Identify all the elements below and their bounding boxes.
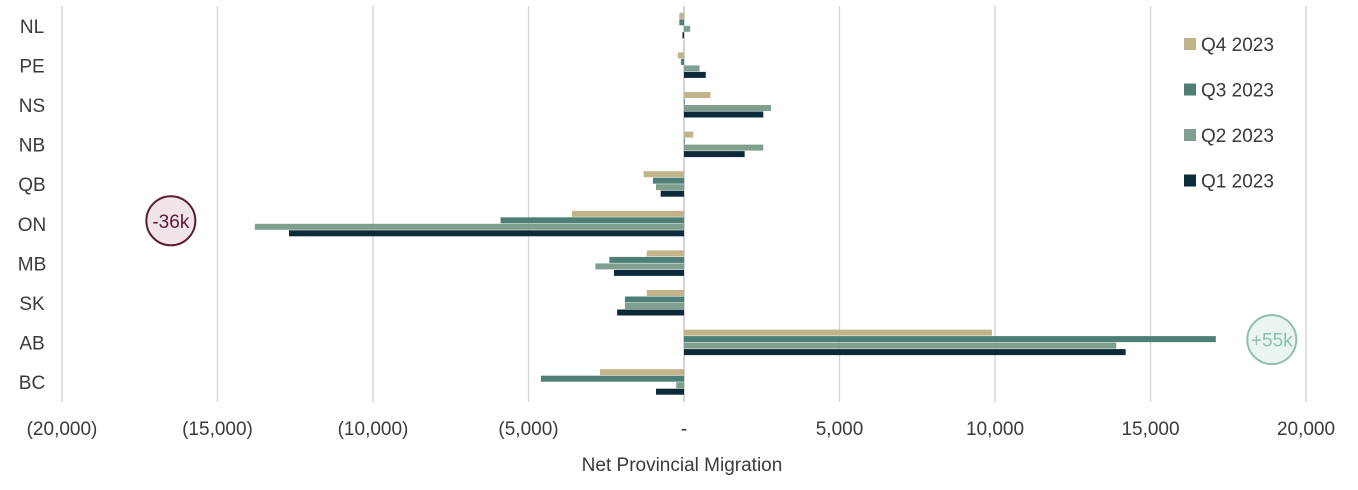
category-label-pe: PE — [19, 56, 44, 77]
bar-nl-q1-2023 — [682, 32, 684, 39]
legend-label-q4-2023: Q4 2023 — [1201, 35, 1274, 56]
bar-ns-q3-2023 — [684, 98, 685, 105]
category-label-on: ON — [18, 215, 47, 236]
bar-mb-q1-2023 — [614, 269, 684, 276]
bar-nb-q1-2023 — [684, 151, 745, 158]
bar-on-q3-2023 — [500, 217, 684, 224]
bar-nl-q3-2023 — [679, 19, 684, 26]
bar-pe-q2-2023 — [684, 65, 700, 72]
bar-sk-q1-2023 — [617, 309, 684, 316]
x-tick-label-15-000: 15,000 — [1121, 419, 1179, 440]
annotation-bubble-ab — [1246, 314, 1298, 366]
category-label-ns: NS — [19, 96, 45, 117]
annotation-label-ab: +55k — [1251, 331, 1293, 352]
bar-ab-q4-2023 — [684, 329, 992, 336]
bar-qb-q4-2023 — [643, 171, 684, 178]
category-label-nl: NL — [20, 17, 44, 38]
bar-qb-q2-2023 — [656, 184, 684, 191]
bar-sk-q3-2023 — [624, 296, 684, 303]
x-tick-label-15-000: (15,000) — [182, 419, 253, 440]
legend-swatch-q4-2023 — [1184, 38, 1196, 50]
bar-mb-q4-2023 — [646, 250, 684, 257]
annotation-bubble-on — [145, 195, 197, 247]
legend-swatch-q3-2023 — [1184, 83, 1196, 96]
x-tick-label-: - — [681, 419, 687, 440]
category-label-sk: SK — [19, 294, 45, 315]
bar-on-q1-2023 — [289, 230, 684, 237]
bar-nb-q2-2023 — [684, 144, 764, 151]
bar-ab-q3-2023 — [684, 336, 1216, 343]
x-tick-label-20-000: (20,000) — [27, 419, 98, 440]
x-tick-label-10-000: (10,000) — [338, 419, 409, 440]
bar-bc-q1-2023 — [656, 388, 684, 395]
category-label-ab: AB — [19, 334, 44, 355]
bar-on-q2-2023 — [254, 223, 684, 230]
annotations: -36k +55k — [145, 195, 1298, 366]
legend-swatch-q2-2023 — [1184, 129, 1196, 141]
category-labels: NL PE NS NB QB ON MB SK AB BC — [18, 17, 47, 394]
bars — [254, 12, 1216, 395]
bar-pe-q4-2023 — [677, 52, 684, 59]
x-axis-tick-labels: (20,000) (15,000) (10,000) (5,000) - 5,000 10,… — [27, 419, 1335, 440]
legend-label-q1-2023: Q1 2023 — [1201, 172, 1274, 193]
bar-bc-q3-2023 — [540, 375, 684, 382]
category-label-qb: QB — [18, 175, 45, 196]
bar-ns-q1-2023 — [684, 111, 764, 118]
legend: Q4 2023 Q3 2023 Q2 2023 Q1 2023 — [1184, 35, 1274, 193]
bar-bc-q2-2023 — [676, 382, 684, 389]
bar-ns-q4-2023 — [684, 92, 711, 98]
gridlines — [61, 6, 1307, 402]
bar-nb-q4-2023 — [684, 131, 694, 138]
legend-label-q2-2023: Q2 2023 — [1201, 126, 1274, 147]
bar-on-q4-2023 — [572, 210, 684, 217]
bar-qb-q3-2023 — [652, 177, 684, 184]
category-label-mb: MB — [18, 254, 47, 275]
x-tick-label-10-000: 10,000 — [966, 419, 1024, 440]
bar-pe-q3-2023 — [680, 58, 684, 65]
bar-sk-q4-2023 — [646, 290, 684, 296]
bar-ab-q2-2023 — [684, 342, 1117, 349]
annotation-label-on: -36k — [152, 212, 189, 233]
bar-nl-q2-2023 — [684, 25, 691, 32]
legend-label-q3-2023: Q3 2023 — [1201, 81, 1274, 102]
bar-sk-q2-2023 — [624, 303, 684, 309]
x-tick-label-5-000: 5,000 — [816, 419, 864, 440]
bar-ab-q1-2023 — [684, 349, 1126, 356]
bar-mb-q2-2023 — [595, 263, 684, 270]
bar-bc-q4-2023 — [600, 369, 684, 376]
x-tick-label-20-000: 20,000 — [1277, 419, 1335, 440]
bar-mb-q3-2023 — [609, 256, 684, 263]
bar-qb-q1-2023 — [660, 190, 684, 197]
legend-swatch-q1-2023 — [1184, 174, 1196, 187]
bar-nl-q4-2023 — [679, 12, 684, 19]
x-axis-title: Net Provincial Migration — [582, 455, 783, 476]
bar-pe-q1-2023 — [684, 71, 706, 78]
x-tick-label-5-000: (5,000) — [498, 419, 558, 440]
category-label-nb: NB — [19, 136, 45, 157]
bar-nb-q3-2023 — [684, 138, 685, 145]
category-label-bc: BC — [19, 373, 45, 394]
bar-ns-q2-2023 — [684, 105, 772, 111]
